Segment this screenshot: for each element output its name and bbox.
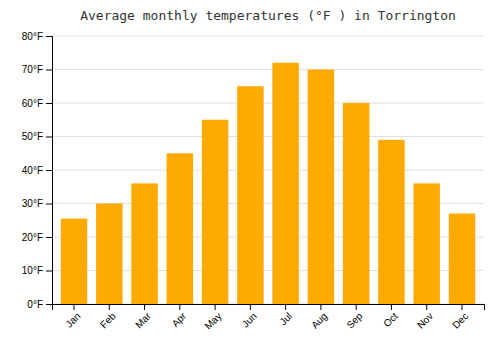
x-tick-mark xyxy=(74,304,75,310)
x-tick-label: May xyxy=(202,310,223,331)
bar xyxy=(131,183,157,304)
x-tick: Jun xyxy=(240,304,259,330)
y-tick-label: 50°F xyxy=(22,131,43,142)
x-tick: Aug xyxy=(309,304,329,331)
x-tick-mark xyxy=(320,304,321,310)
x-tick-mark xyxy=(461,304,462,310)
y-tick-mark xyxy=(46,137,52,138)
x-axis-line xyxy=(53,305,485,311)
grid-line xyxy=(52,36,484,37)
y-tick-mark xyxy=(46,170,52,171)
y-tick-mark xyxy=(46,70,52,71)
x-tick: May xyxy=(202,304,223,332)
bar xyxy=(343,103,369,304)
y-tick-mark xyxy=(46,103,52,104)
x-tick-label: Jan xyxy=(63,310,82,329)
bars xyxy=(61,63,475,304)
y-tick-label: 0°F xyxy=(27,299,43,310)
y-tick-mark xyxy=(46,304,52,305)
y-tick-label: 40°F xyxy=(22,165,43,176)
bar xyxy=(202,120,228,304)
x-tick-label: Mar xyxy=(133,310,153,330)
bar xyxy=(449,214,475,304)
bar xyxy=(308,70,334,305)
x-tick-mark xyxy=(426,304,427,310)
y-tick: 70°F xyxy=(22,64,52,75)
x-tick-mark xyxy=(109,304,110,310)
y-tick-label: 20°F xyxy=(22,232,43,243)
y-tick: 60°F xyxy=(22,98,52,109)
y-tick-mark xyxy=(46,36,52,37)
bar xyxy=(237,86,263,304)
x-tick-mark xyxy=(356,304,357,310)
y-tick: 30°F xyxy=(22,198,52,209)
bar xyxy=(61,219,87,304)
x-tick-label: Dec xyxy=(450,310,470,330)
y-tick-label: 60°F xyxy=(22,98,43,109)
grid-line xyxy=(52,103,484,104)
grid xyxy=(52,36,484,304)
grid-line xyxy=(52,136,484,137)
x-axis: Jan Feb Mar Apr May Jun Jul Aug Sep Oct Nov Dec xyxy=(53,304,485,332)
y-tick: 50°F xyxy=(22,131,52,142)
title: Average monthly temperatures (°F ) in To… xyxy=(80,8,456,23)
y-axis: 0°F 10°F 20°F 30°F 40°F 50°F 60°F 70°F 80°F xyxy=(22,31,53,310)
y-tick-mark xyxy=(46,271,52,272)
x-tick: Jan xyxy=(63,304,82,330)
x-tick: Apr xyxy=(170,304,189,329)
y-tick: 0°F xyxy=(27,299,52,310)
y-tick-label: 30°F xyxy=(22,198,43,209)
chart: 0°F 10°F 20°F 30°F 40°F 50°F 60°F 70°F 80°F Jan Fe… xyxy=(0,0,500,350)
x-tick: Sep xyxy=(344,304,365,331)
x-tick: Nov xyxy=(415,304,435,331)
x-tick: Jul xyxy=(277,304,294,327)
bar xyxy=(167,153,193,304)
x-tick-label: Sep xyxy=(344,310,365,331)
x-tick-label: Apr xyxy=(170,310,189,329)
x-tick-label: Feb xyxy=(98,310,118,330)
bar xyxy=(96,204,122,305)
bar xyxy=(413,183,439,304)
bar xyxy=(378,140,404,304)
x-tick-mark xyxy=(391,304,392,310)
x-tick-label: Jul xyxy=(277,310,294,327)
x-tick-label: Oct xyxy=(381,310,400,329)
x-tick: Feb xyxy=(98,304,118,330)
x-tick-label: Aug xyxy=(309,310,329,330)
y-tick: 20°F xyxy=(22,232,52,243)
y-tick-label: 70°F xyxy=(22,64,43,75)
x-tick: Mar xyxy=(133,304,153,330)
y-tick-mark xyxy=(46,204,52,205)
y-axis-line xyxy=(46,37,53,305)
grid-line xyxy=(52,69,484,70)
grid-line xyxy=(52,170,484,171)
x-tick: Dec xyxy=(450,304,470,331)
y-tick-label: 10°F xyxy=(22,265,43,276)
x-tick: Oct xyxy=(381,304,400,329)
x-tick-label: Nov xyxy=(415,310,435,330)
x-tick-mark xyxy=(144,304,145,310)
plot: 0°F 10°F 20°F 30°F 40°F 50°F 60°F 70°F 80°F Jan Fe… xyxy=(22,31,485,332)
x-tick-mark xyxy=(285,304,286,310)
x-tick-mark xyxy=(179,304,180,310)
x-tick-mark xyxy=(250,304,251,310)
x-tick-label: Jun xyxy=(240,310,259,329)
x-tick-mark xyxy=(215,304,216,310)
y-tick: 40°F xyxy=(22,165,52,176)
y-tick-label: 80°F xyxy=(22,31,43,42)
y-tick: 10°F xyxy=(22,265,52,276)
y-tick: 80°F xyxy=(22,31,52,42)
y-tick-mark xyxy=(46,237,52,238)
bar xyxy=(272,63,298,304)
